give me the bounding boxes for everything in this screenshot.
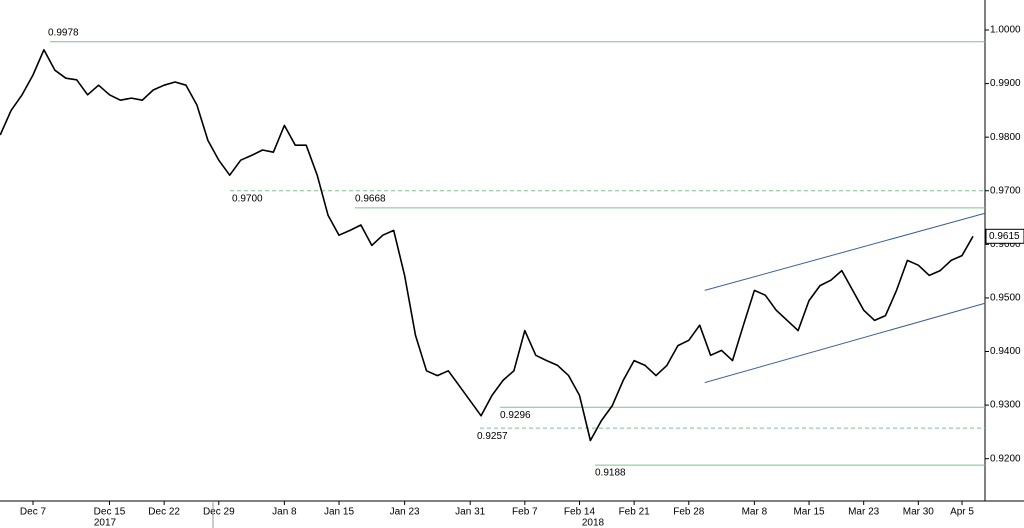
x-tick-label: Jan 31 <box>455 507 485 518</box>
level-label: 0.9668 <box>355 194 386 205</box>
x-tick-label: Dec 29 <box>203 507 235 518</box>
y-tick-label: 0.9400 <box>990 346 1021 357</box>
last-price-box <box>985 228 1024 244</box>
level-label: 0.9978 <box>48 27 79 38</box>
y-tick-label: 0.9900 <box>990 78 1021 89</box>
x-tick-label: Jan 23 <box>390 507 420 518</box>
y-tick-label: 0.9500 <box>990 293 1021 304</box>
x-tick-label: Mar 15 <box>793 507 825 518</box>
x-tick-label: Dec 22 <box>148 507 180 518</box>
x-tick-label: Dec 15 <box>94 507 126 518</box>
level-label: 0.9700 <box>232 193 263 204</box>
y-tick-label: 0.9800 <box>990 132 1021 143</box>
level-label: 0.9296 <box>500 410 531 421</box>
x-tick-label: Jan 15 <box>324 507 354 518</box>
x-tick-label: Mar 23 <box>848 507 880 518</box>
channel-line <box>704 302 986 384</box>
x-tick-label: Feb 14 <box>564 507 596 518</box>
x-tick-label: Feb 21 <box>619 507 651 518</box>
x-tick-label: Apr 5 <box>950 507 974 518</box>
year-label: 2018 <box>582 518 605 528</box>
level-label: 0.9188 <box>595 468 626 479</box>
x-tick-label: Mar 8 <box>742 507 768 518</box>
y-tick-label: 0.9300 <box>990 400 1021 411</box>
y-tick-label: 0.9600 <box>990 239 1021 250</box>
x-tick-label: Dec 7 <box>20 507 47 518</box>
x-tick-label: Feb 28 <box>673 507 705 518</box>
y-tick-label: 1.0000 <box>990 25 1021 36</box>
y-tick-label: 0.9200 <box>990 453 1021 464</box>
x-tick-label: Feb 7 <box>512 507 538 518</box>
price-line <box>0 48 974 442</box>
x-tick-label: Mar 30 <box>903 507 935 518</box>
year-label: 2017 <box>94 518 117 528</box>
channel-line <box>704 212 986 291</box>
y-tick-label: 0.9700 <box>990 185 1021 196</box>
x-tick-label: Jan 8 <box>272 507 297 518</box>
level-label: 0.9257 <box>477 431 508 442</box>
last-price-label: 0.9615 <box>989 231 1020 242</box>
